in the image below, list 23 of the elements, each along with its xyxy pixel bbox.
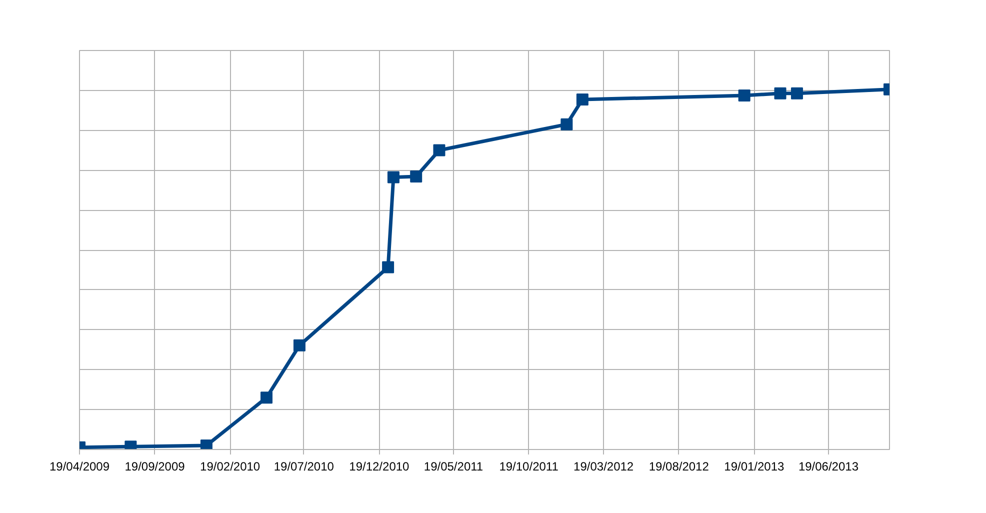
point <box>382 261 394 274</box>
x-tick-label: 19/09/2009 <box>124 460 186 474</box>
point <box>410 170 422 183</box>
point <box>387 171 400 184</box>
x-tick-label: 19/05/2011 <box>424 460 484 474</box>
point <box>433 144 446 156</box>
point <box>576 93 588 106</box>
x-tick-label: 19/02/2010 <box>200 460 260 474</box>
point <box>260 392 272 404</box>
x-tick-label: 19/10/2011 <box>499 460 559 474</box>
x-tick-label: 19/01/2013 <box>724 460 785 474</box>
point <box>790 87 803 100</box>
x-tick-label: 19/12/2010 <box>349 460 410 474</box>
point <box>774 87 786 100</box>
x-tick-label: 19/03/2012 <box>574 460 634 474</box>
point <box>560 118 573 130</box>
point <box>738 90 750 102</box>
x-tick-label: 19/08/2012 <box>648 460 710 474</box>
x-tick-label: 19/06/2013 <box>798 460 859 474</box>
point <box>200 440 212 450</box>
point <box>293 339 306 352</box>
x-tick-label: 19/07/2010 <box>274 460 334 474</box>
x-tick-label: 19/04/2009 <box>49 460 110 474</box>
